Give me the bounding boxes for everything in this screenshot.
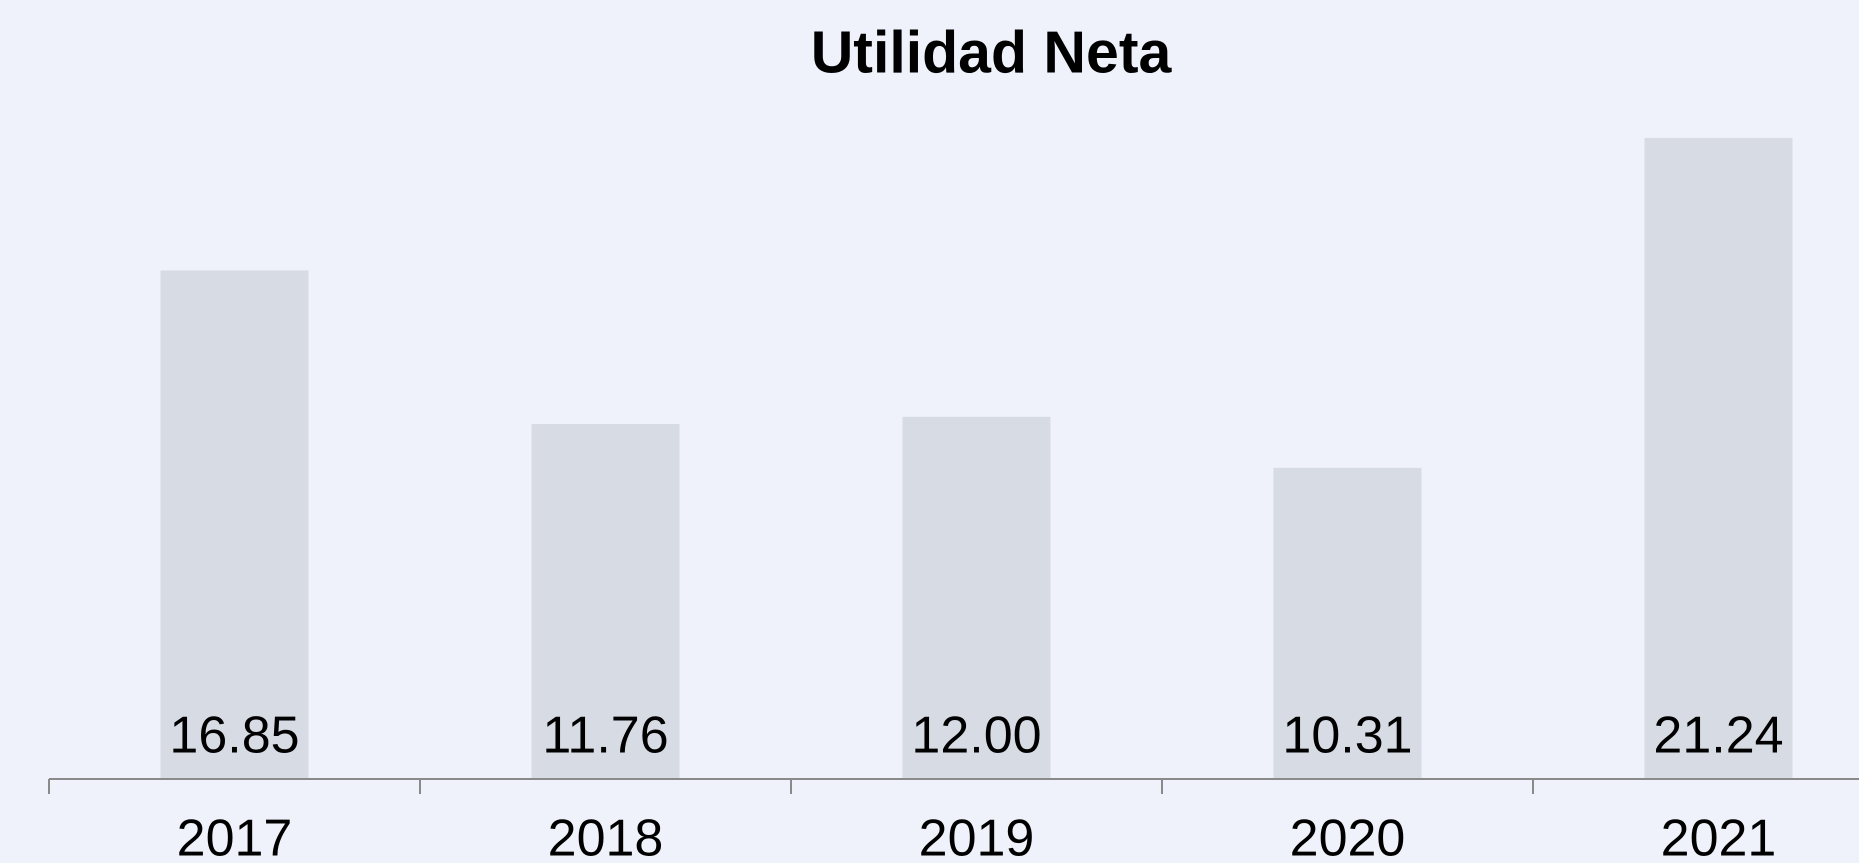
- x-tick-label: 2021: [1661, 810, 1777, 863]
- value-label: 16.85: [169, 707, 299, 765]
- value-label: 10.31: [1282, 707, 1412, 765]
- x-tick-label: 2017: [177, 810, 293, 863]
- x-tick-label: 2018: [548, 810, 664, 863]
- bar: [531, 424, 680, 779]
- x-tick-label: 2019: [919, 810, 1035, 863]
- bar: [1644, 137, 1793, 780]
- chart-title: Utilidad Neta: [811, 20, 1173, 86]
- bar: [902, 416, 1051, 779]
- value-label: 11.76: [542, 707, 668, 765]
- value-label: 21.24: [1653, 707, 1783, 765]
- bar: [160, 270, 309, 779]
- x-tick-label: 2020: [1290, 810, 1406, 863]
- bar: [1273, 467, 1422, 779]
- value-label: 12.00: [911, 707, 1041, 765]
